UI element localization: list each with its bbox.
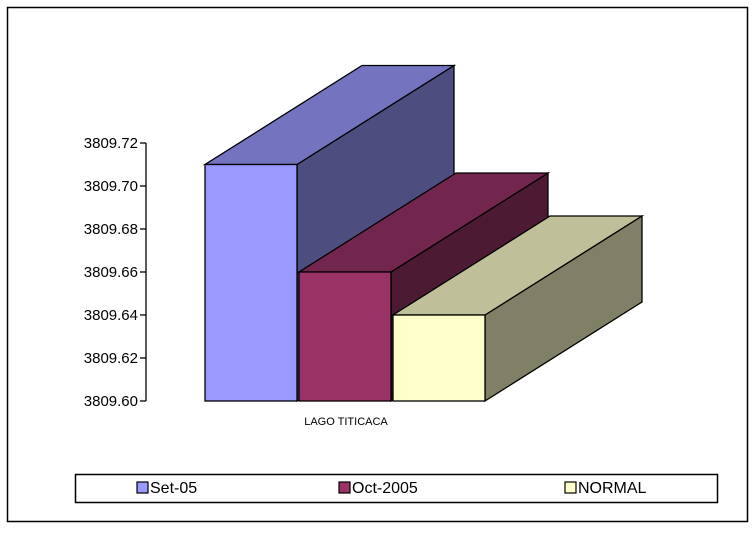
bar-normal (390, 214, 645, 403)
y-tick-label: 3809.60 (84, 393, 138, 410)
bar-front (298, 271, 392, 402)
y-tick-label: 3809.72 (84, 135, 138, 152)
y-tick-label: 3809.70 (84, 178, 138, 195)
bar-front (392, 314, 486, 402)
legend: Set-05 Oct-2005 NORMAL (74, 473, 719, 504)
legend-swatch (136, 481, 149, 494)
y-tick-label: 3809.64 (84, 307, 138, 324)
legend-swatch (564, 481, 577, 494)
y-tick-label: 3809.68 (84, 221, 138, 238)
legend-label: Set-05 (150, 480, 197, 497)
legend-label: NORMAL (578, 480, 647, 497)
bar-front (204, 163, 298, 402)
legend-box (74, 473, 719, 504)
y-tick-label: 3809.66 (84, 264, 138, 281)
bars (202, 64, 645, 403)
y-tick-label: 3809.62 (84, 350, 138, 367)
x-category-label: LAGO TITICACA (304, 416, 388, 428)
legend-label: Oct-2005 (352, 480, 418, 497)
y-axis: 3809.60 3809.62 3809.64 3809.66 3809.68 3809.… (84, 135, 147, 410)
legend-swatch (338, 481, 351, 494)
